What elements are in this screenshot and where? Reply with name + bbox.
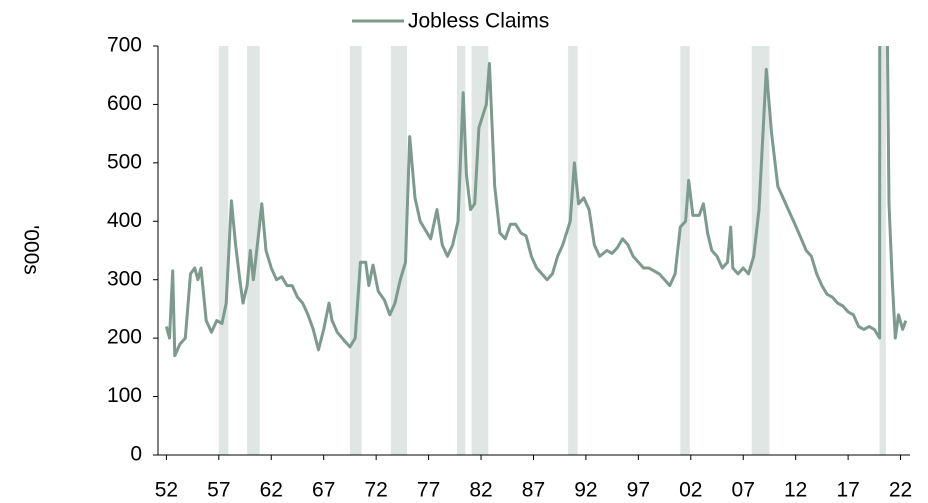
ticks bbox=[153, 45, 902, 460]
x-tick-label: 87 bbox=[522, 479, 545, 502]
x-tick-label: 07 bbox=[732, 479, 755, 502]
y-tick-label: 100 bbox=[107, 384, 142, 407]
y-tick-label: 0 bbox=[130, 443, 142, 466]
x-tick-label: 72 bbox=[364, 479, 387, 502]
x-tick-label: 22 bbox=[889, 479, 912, 502]
recession-band bbox=[349, 46, 362, 455]
x-tick-label: 67 bbox=[312, 479, 335, 502]
y-tick-label: 600 bbox=[107, 92, 142, 115]
legend-label: Jobless Claims bbox=[408, 10, 549, 33]
y-tick-label: 400 bbox=[107, 209, 142, 232]
x-tick-label: 12 bbox=[784, 479, 807, 502]
x-tick-label: 82 bbox=[469, 479, 492, 502]
recession-band bbox=[568, 46, 578, 455]
y-axis-label: '000s bbox=[19, 225, 42, 275]
recession-band bbox=[247, 46, 260, 455]
recession-band bbox=[751, 46, 770, 455]
recession-band bbox=[471, 46, 489, 455]
x-tick-label: 97 bbox=[627, 479, 650, 502]
recession-bands bbox=[218, 46, 886, 455]
y-tick-label: 700 bbox=[107, 34, 142, 57]
y-tick-label: 200 bbox=[107, 326, 142, 349]
recession-band bbox=[680, 46, 690, 455]
recession-band bbox=[456, 46, 466, 455]
x-tick-label: 17 bbox=[836, 479, 859, 502]
plot-lines bbox=[164, 46, 908, 358]
y-tick-label: 500 bbox=[107, 150, 142, 173]
x-tick-label: 02 bbox=[679, 479, 702, 502]
x-tick-label: 77 bbox=[417, 479, 440, 502]
y-tick-label: 300 bbox=[107, 267, 142, 290]
x-tick-label: 57 bbox=[207, 479, 230, 502]
recession-band bbox=[390, 46, 408, 455]
x-tick-label: 62 bbox=[260, 479, 283, 502]
recession-band bbox=[879, 46, 886, 455]
recession-band bbox=[218, 46, 229, 455]
x-tick-label: 92 bbox=[574, 479, 597, 502]
series-line bbox=[164, 46, 908, 358]
x-tick-label: 52 bbox=[155, 479, 178, 502]
